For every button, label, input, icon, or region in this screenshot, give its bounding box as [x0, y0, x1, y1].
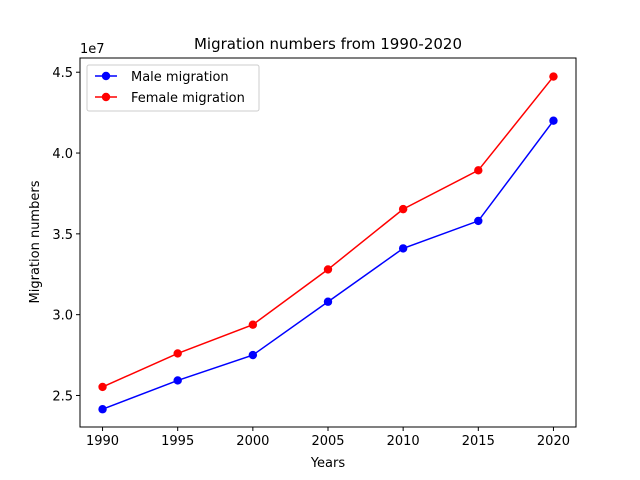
legend-label-1: Male migration: [131, 70, 229, 85]
x-tick-label: 2000: [236, 434, 269, 449]
data-point-series-1: [248, 350, 258, 360]
data-point-series-1: [474, 216, 483, 226]
chart-title: Migration numbers from 1990-2020: [194, 35, 462, 53]
series-line-1: [102, 120, 555, 410]
data-point-series-2: [398, 204, 408, 214]
data-point-series-2: [98, 382, 107, 392]
data-point-series-2: [173, 349, 182, 358]
y-tick-label: 4.0: [52, 147, 73, 162]
series-line-2: [102, 76, 555, 388]
x-axis-title: Years: [310, 456, 346, 471]
x-tick-label: 1990: [86, 434, 119, 449]
axes-frame: [79, 57, 577, 428]
y-tick-label: 2.5: [52, 389, 73, 404]
y-axis-title: Migration numbers: [28, 180, 43, 303]
x-tick-label: 2010: [387, 434, 420, 449]
legend-label-2: Female migration: [131, 91, 245, 106]
data-point-series-2: [248, 320, 258, 329]
data-point-series-2: [323, 265, 333, 274]
x-tick-label: 2020: [537, 434, 570, 449]
plot-area: 1990 1995 2000 2005 2010 2015 2020 2.5 3.0 3.5 4.0…: [52, 57, 577, 449]
legend-marker-1: [101, 71, 111, 81]
x-tick-label: 2015: [462, 434, 495, 449]
data-point-series-1: [549, 116, 558, 125]
data-point-series-1: [173, 376, 182, 385]
x-tick-label: 1995: [161, 434, 194, 449]
data-point-series-1: [398, 244, 408, 253]
x-tick-label: 2005: [311, 434, 344, 449]
data-point-series-1: [323, 297, 333, 306]
data-point-series-1: [98, 405, 107, 414]
y-tick-label: 3.5: [52, 228, 73, 243]
y-tick-label: 3.0: [52, 309, 73, 324]
data-point-series-2: [549, 72, 558, 81]
data-point-series-2: [474, 166, 483, 175]
y-axis-offset-label: 1e7: [80, 42, 105, 57]
legend-box: [86, 64, 260, 112]
y-tick-label: 4.5: [52, 66, 73, 81]
legend-marker-2: [101, 92, 111, 102]
